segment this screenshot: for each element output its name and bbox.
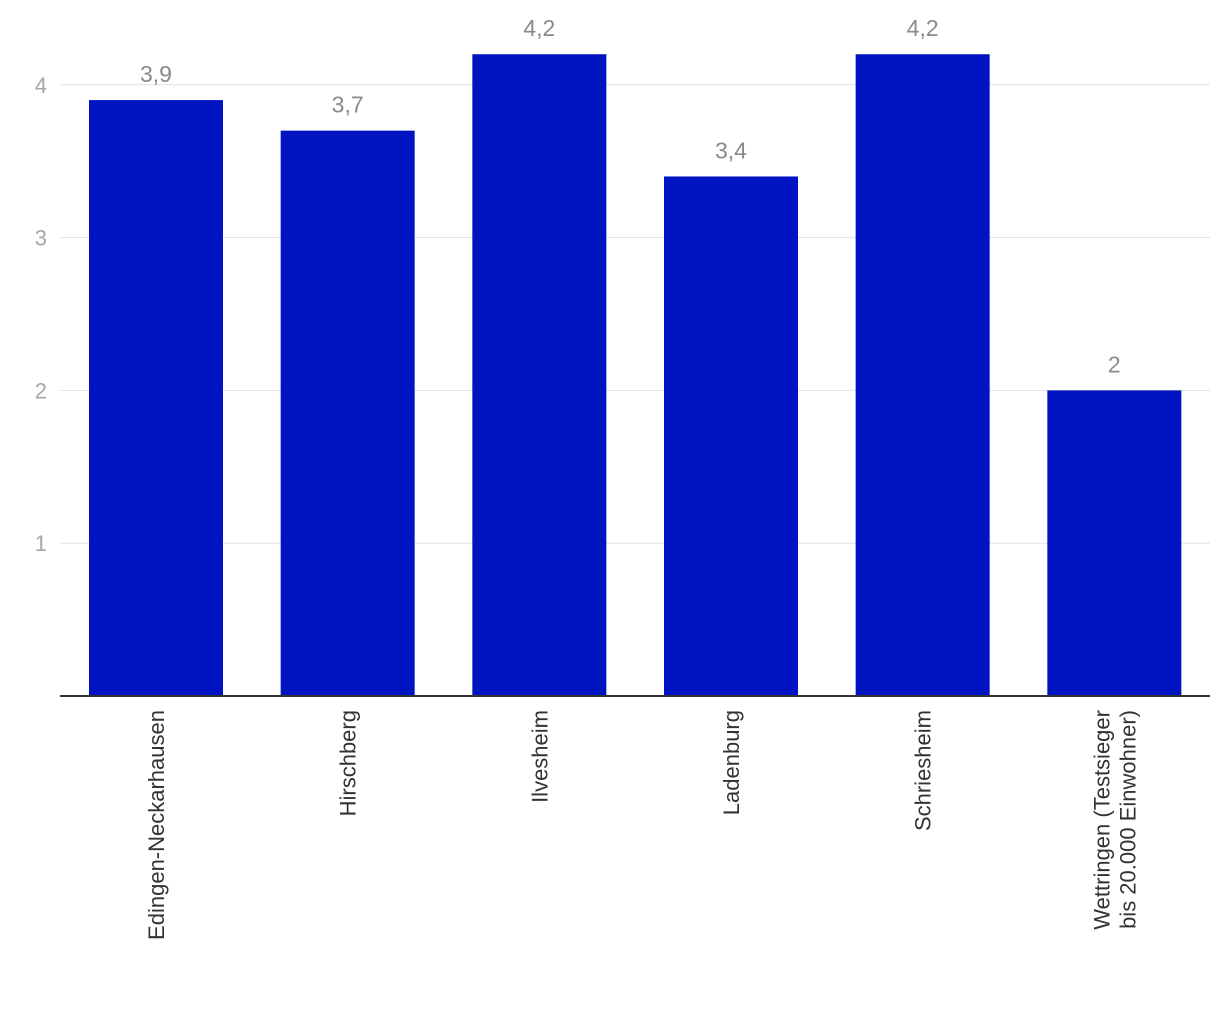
bar — [280, 130, 415, 696]
y-tick-label: 2 — [35, 378, 47, 403]
value-label: 3,9 — [140, 61, 172, 87]
value-label: 2 — [1108, 351, 1121, 377]
bar — [472, 54, 607, 697]
value-label: 4,2 — [523, 15, 555, 41]
value-labels: 3,9 3,7 4,2 3,4 4,2 2 — [140, 15, 1121, 377]
x-tick-label-line: Ladenburg — [719, 710, 744, 815]
x-tick-label-line: Edingen-Neckarhausen — [144, 710, 169, 940]
y-tick-label: 4 — [35, 73, 47, 98]
y-tick-label: 3 — [35, 226, 47, 251]
y-axis-ticks: 1 2 3 4 — [35, 73, 47, 556]
x-tick-label: Ilvesheim — [527, 710, 552, 803]
x-tick-label: Wettringen (Testsieger bis 20.000 Einwohn… — [1089, 710, 1140, 930]
bar — [664, 176, 798, 697]
x-tick-label-line: bis 20.000 Einwohner) — [1115, 710, 1140, 929]
x-tick-label-line: Hirschberg — [336, 710, 361, 816]
x-tick-label-line: Wettringen (Testsieger — [1089, 710, 1114, 930]
x-tick-label-line: Schriesheim — [911, 710, 936, 831]
x-tick-label: Edingen-Neckarhausen — [144, 710, 169, 940]
x-tick-label: Schriesheim — [911, 710, 936, 831]
x-tick-label: Hirschberg — [336, 710, 361, 816]
x-tick-label: Ladenburg — [719, 710, 744, 815]
x-axis-labels: Edingen-Neckarhausen Hirschberg Ilvesheim L… — [144, 710, 1140, 940]
y-tick-label: 1 — [35, 531, 47, 556]
x-tick-label-line: Ilvesheim — [527, 710, 552, 803]
value-label: 3,7 — [332, 92, 364, 118]
gridlines — [60, 84, 1210, 544]
value-label: 3,4 — [715, 137, 747, 163]
bars — [89, 54, 1182, 697]
bar — [1047, 390, 1182, 696]
value-label: 4,2 — [907, 15, 939, 41]
bar — [89, 100, 223, 696]
bar — [855, 54, 990, 697]
